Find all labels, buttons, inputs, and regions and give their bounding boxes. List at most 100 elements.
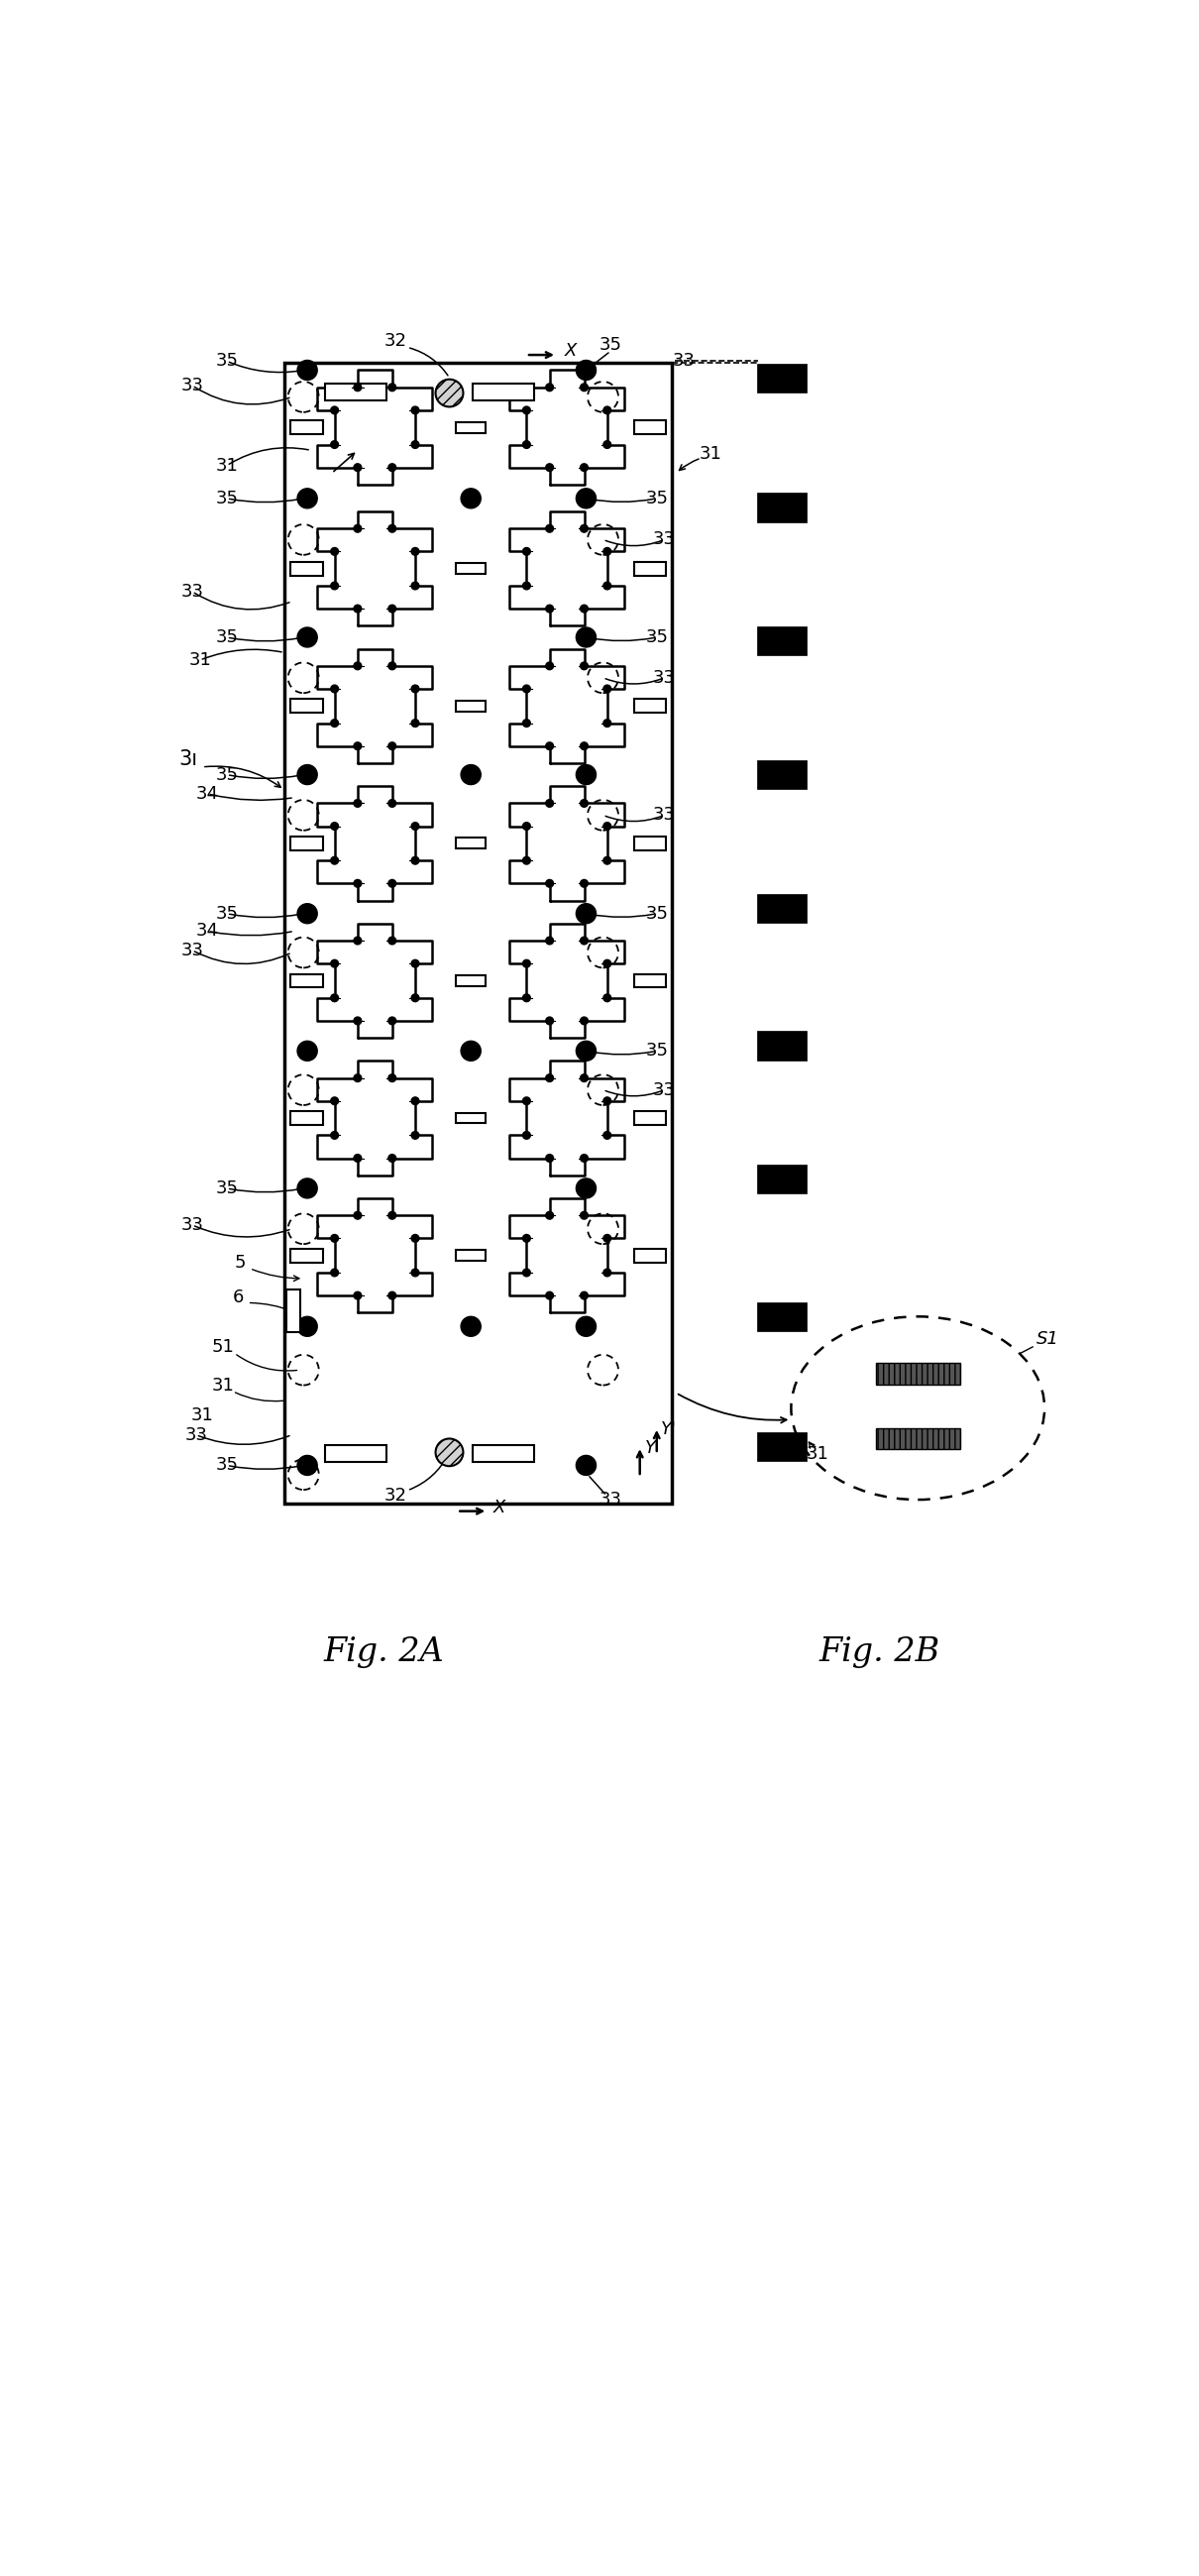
Circle shape [354,1018,361,1025]
Circle shape [331,994,338,1002]
Circle shape [523,961,530,969]
Text: 35: 35 [645,489,668,507]
Circle shape [546,799,554,806]
Circle shape [460,765,481,786]
Bar [634,562,665,574]
Bar [287,1291,301,1332]
Text: 35: 35 [645,904,668,922]
Circle shape [603,1097,611,1105]
Circle shape [580,1154,588,1162]
Circle shape [388,605,396,613]
Circle shape [603,858,611,866]
Text: 34: 34 [197,786,219,804]
Circle shape [546,938,554,945]
Circle shape [576,1177,596,1198]
Bar [290,1110,323,1126]
Text: 33: 33 [181,1216,204,1234]
Circle shape [580,464,588,471]
Circle shape [411,1234,418,1242]
Text: S1: S1 [1037,1329,1060,1347]
Circle shape [331,582,338,590]
Circle shape [546,384,554,392]
Circle shape [388,938,396,945]
Bar [757,626,807,657]
Bar [457,422,486,433]
Circle shape [388,662,396,670]
Bar [472,1445,534,1463]
Circle shape [411,1131,418,1139]
Text: 33: 33 [185,1427,207,1443]
Bar [290,837,323,850]
Text: 32: 32 [384,1486,406,1504]
Circle shape [523,994,530,1002]
Circle shape [546,1018,554,1025]
Circle shape [580,384,588,392]
Circle shape [331,685,338,693]
Bar [290,420,323,435]
Circle shape [331,719,338,726]
Bar [757,363,807,392]
Text: 33: 33 [181,376,204,394]
Circle shape [546,464,554,471]
Text: 33: 33 [653,1082,676,1100]
Circle shape [331,822,338,829]
Text: 35: 35 [216,629,239,647]
Circle shape [388,526,396,533]
Circle shape [411,1270,418,1278]
Text: 51: 51 [211,1337,234,1355]
Circle shape [523,858,530,866]
Text: X: X [565,343,577,361]
Text: 3ı: 3ı [179,750,198,770]
Circle shape [411,719,418,726]
Circle shape [331,1270,338,1278]
Text: 31: 31 [211,1376,234,1394]
Circle shape [523,1131,530,1139]
Circle shape [576,904,596,922]
Circle shape [576,765,596,786]
Circle shape [580,799,588,806]
Bar [757,1301,807,1332]
Circle shape [411,1097,418,1105]
Circle shape [354,526,361,533]
Bar [757,760,807,788]
Circle shape [331,1131,338,1139]
Text: 33: 33 [653,670,676,688]
Circle shape [603,994,611,1002]
Circle shape [580,1291,588,1298]
Circle shape [523,1270,530,1278]
Bar [757,1432,807,1461]
Bar [457,1249,486,1260]
Circle shape [435,1437,463,1466]
Circle shape [411,582,418,590]
Circle shape [388,464,396,471]
Text: 33: 33 [181,940,204,958]
Circle shape [297,489,318,507]
Circle shape [580,526,588,533]
Circle shape [331,407,338,415]
Circle shape [546,526,554,533]
Circle shape [411,961,418,969]
Circle shape [331,1097,338,1105]
Bar [457,1113,486,1123]
Circle shape [576,1041,596,1061]
Circle shape [411,994,418,1002]
Circle shape [354,878,361,886]
Bar [457,976,486,987]
Text: 33: 33 [181,582,204,600]
Circle shape [546,1291,554,1298]
Circle shape [411,858,418,866]
Text: 35: 35 [216,1180,239,1198]
Circle shape [354,1211,361,1218]
Bar [875,1427,960,1450]
Circle shape [546,1074,554,1082]
Text: 33: 33 [653,531,676,549]
Circle shape [354,799,361,806]
Bar [634,1110,665,1126]
Text: 31: 31 [699,446,722,464]
Text: 35: 35 [216,1455,239,1473]
Text: 35: 35 [645,629,668,647]
Text: Y: Y [645,1440,656,1455]
Circle shape [580,938,588,945]
Circle shape [354,1074,361,1082]
Circle shape [523,549,530,556]
